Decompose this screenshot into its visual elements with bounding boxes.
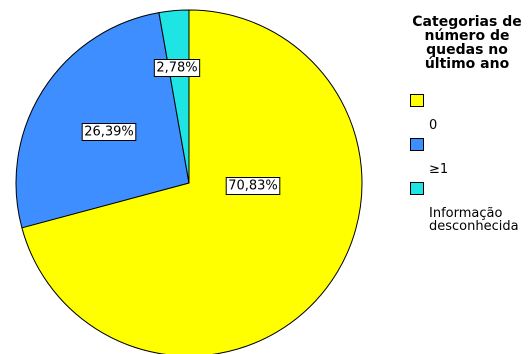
slice-label-text-2: 2,78% <box>156 61 197 76</box>
legend-swatch-1 <box>410 138 424 151</box>
legend-swatch-0 <box>410 94 424 107</box>
pie-slice-2 <box>158 9 190 184</box>
pie-slice-1 <box>15 12 190 229</box>
legend-label-1: ≥1 <box>429 162 449 177</box>
legend-item-0: 0 <box>410 93 531 132</box>
slice-label-0: 70,83% <box>225 177 281 195</box>
slice-label-1: 26,39% <box>81 123 137 141</box>
slice-label-box-1 <box>81 123 137 141</box>
slice-label-2: 2,78% <box>153 59 201 77</box>
pie-slice-0 <box>21 9 363 354</box>
legend-item-1: ≥1 <box>410 137 531 176</box>
legend-swatch-2 <box>410 182 424 195</box>
slice-label-box-0 <box>225 177 281 195</box>
legend-title: Categorias de número de quedas no último… <box>412 14 522 72</box>
legend-label-0: 0 <box>429 118 438 133</box>
slice-label-box-2 <box>153 59 201 77</box>
legend: 0 ≥1 Informação desconhecida <box>410 93 531 238</box>
legend-label-2: Informação desconhecida <box>429 206 519 234</box>
slice-label-text-0: 70,83% <box>228 179 278 194</box>
legend-item-2: Informação desconhecida <box>410 181 531 233</box>
slice-label-text-1: 26,39% <box>84 125 134 140</box>
